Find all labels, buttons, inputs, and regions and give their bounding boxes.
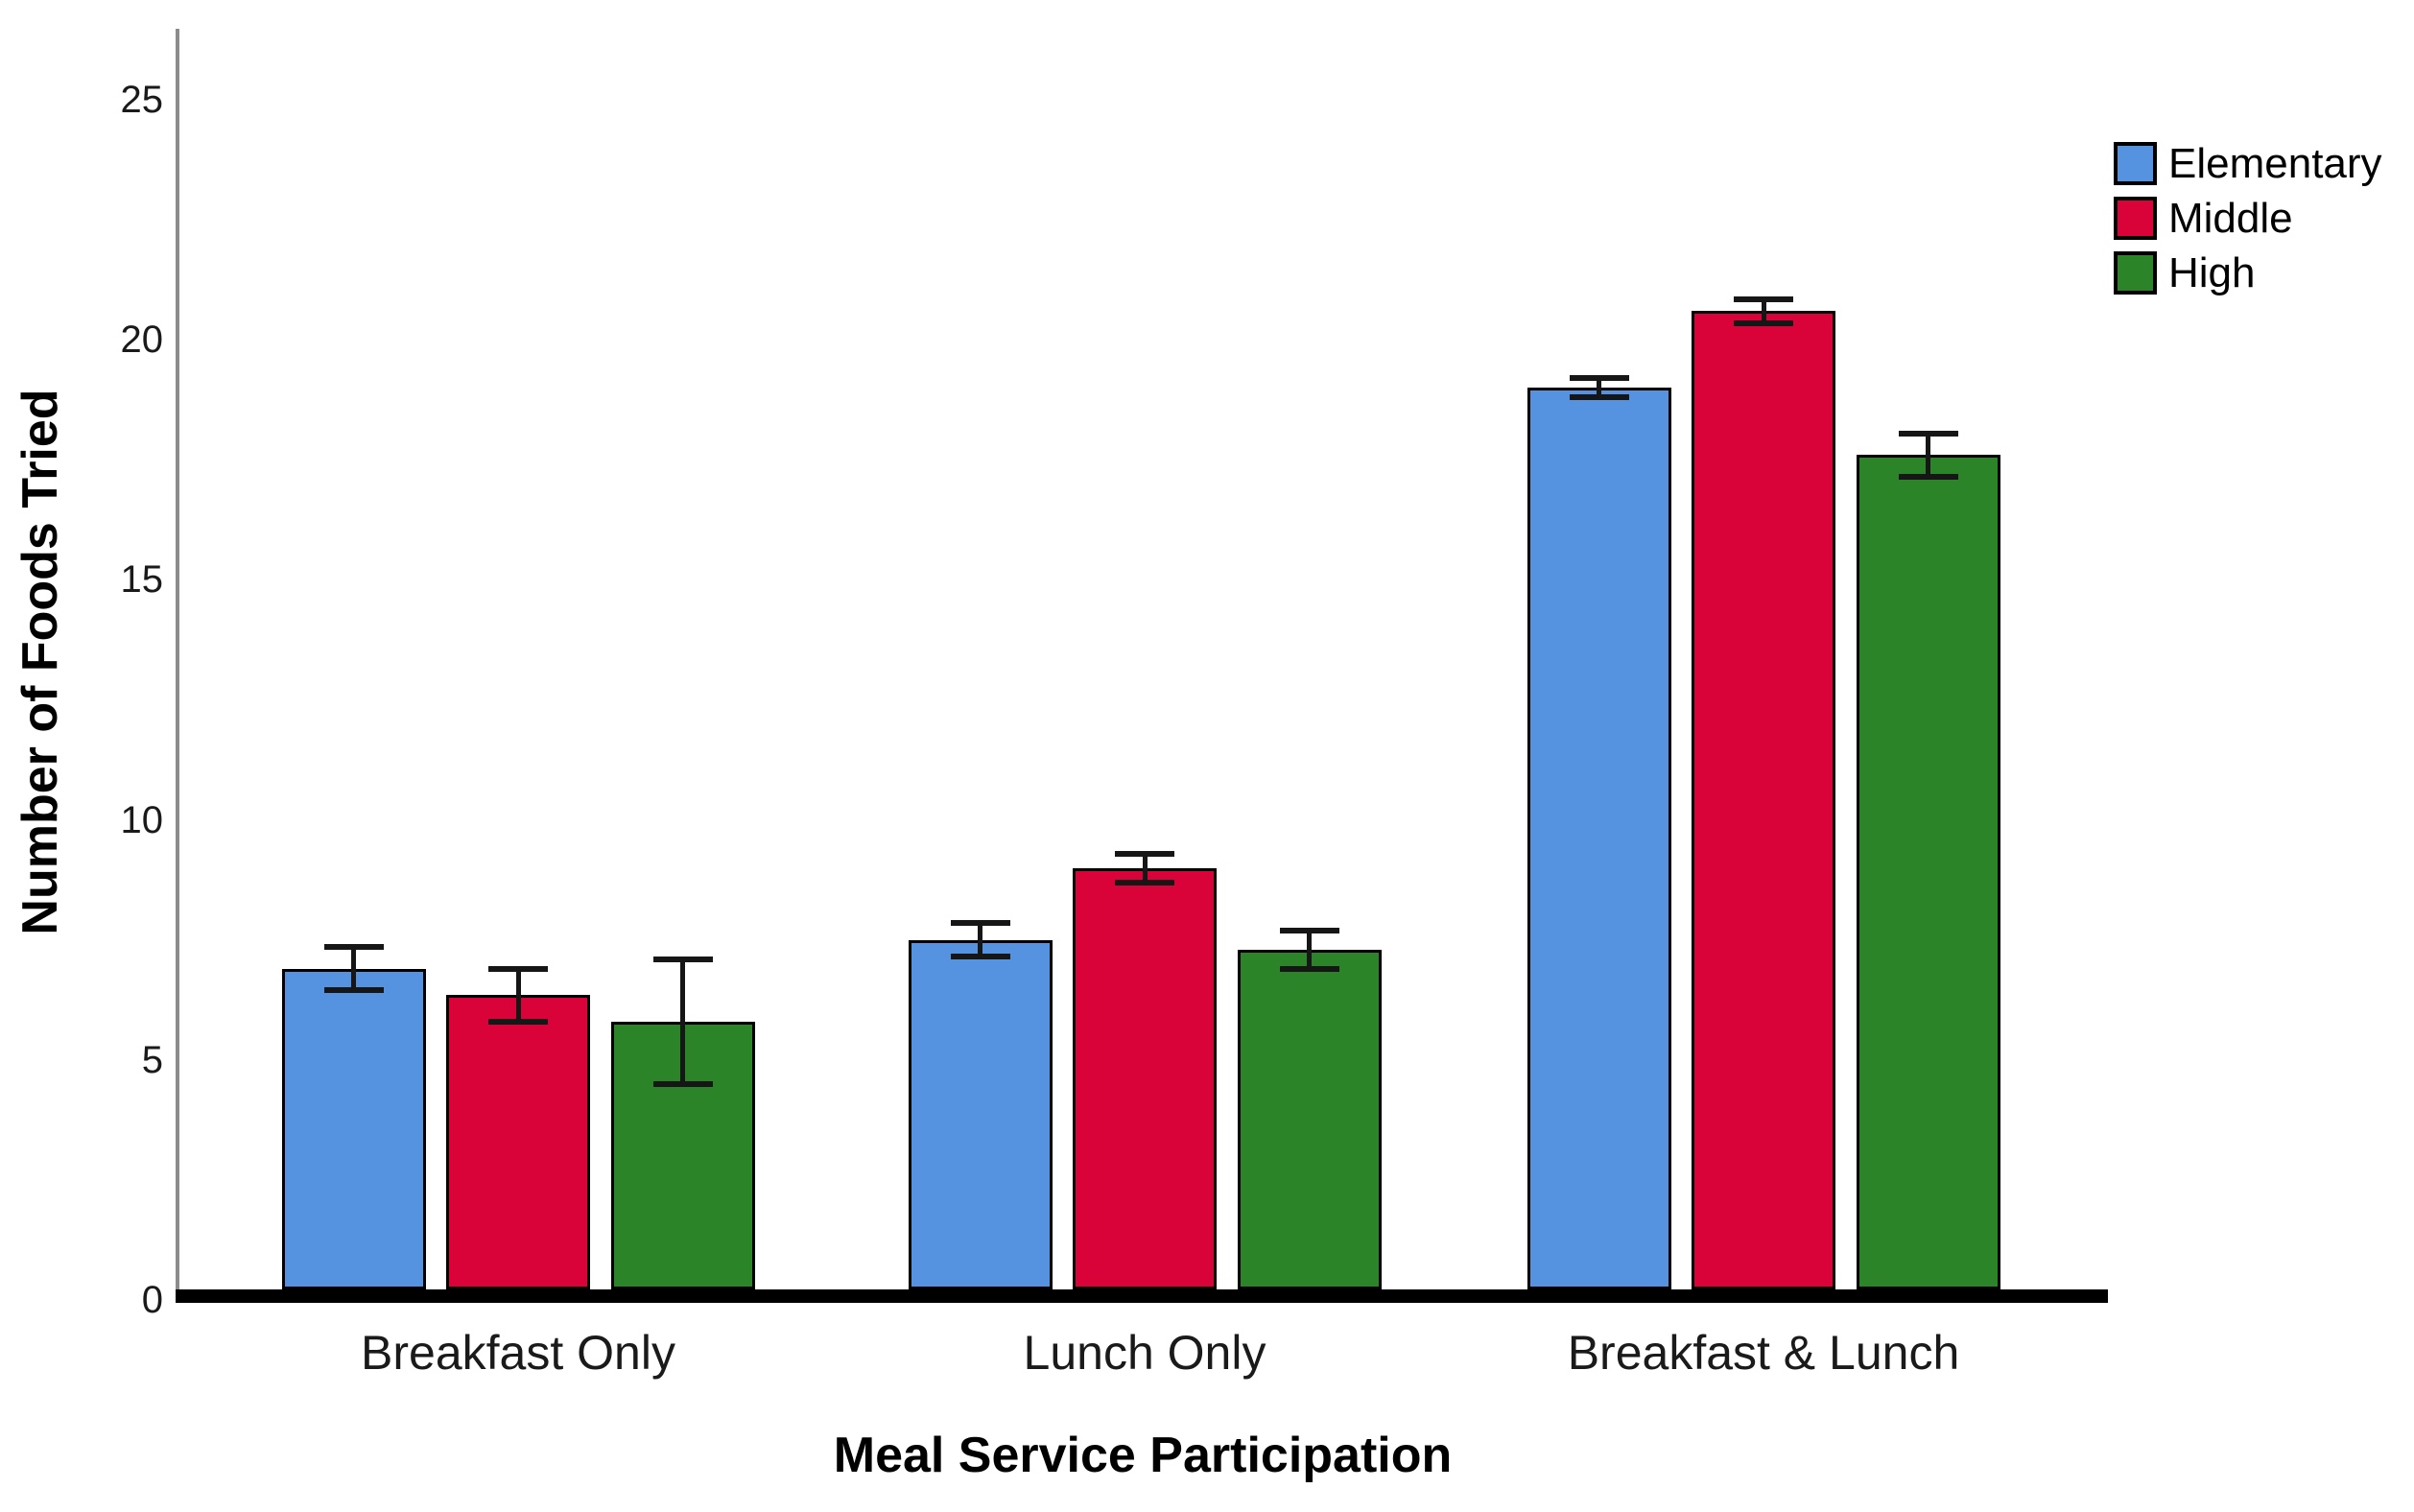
legend-item-high: High: [2114, 251, 2382, 295]
legend-label: High: [2168, 249, 2256, 296]
error-bar-cap: [1279, 927, 1339, 933]
bar-elementary-breakfast-only: [281, 968, 426, 1289]
error-bar-cap: [1569, 375, 1629, 382]
bar-elementary-breakfast-lunch: [1526, 388, 1671, 1289]
error-bar-cap: [488, 965, 548, 972]
y-tick-label: 15: [120, 558, 164, 602]
legend-item-middle: Middle: [2114, 197, 2382, 240]
error-bar-cap: [950, 954, 1010, 960]
bar-high-breakfast-lunch: [1856, 455, 2000, 1289]
x-category-label-breakfast-only: Breakfast Only: [361, 1326, 675, 1380]
error-bar-cap: [323, 987, 384, 994]
error-bar-cap: [1115, 879, 1174, 886]
error-bar-cap: [950, 920, 1010, 927]
y-axis-line: [176, 29, 179, 1289]
error-bar-high-lunch-only: [1307, 930, 1312, 969]
bar-middle-breakfast-lunch: [1692, 311, 1835, 1289]
y-axis-title: Number of Foods Tried: [12, 389, 68, 935]
error-bar-cap: [323, 944, 384, 951]
error-bar-cap: [652, 1080, 713, 1087]
error-bar-cap: [1279, 965, 1339, 972]
error-bar-cap: [1734, 319, 1793, 326]
bar-middle-lunch-only: [1073, 867, 1217, 1289]
x-category-label-breakfast-lunch: Breakfast & Lunch: [1567, 1326, 1960, 1380]
x-axis-line: [176, 1289, 2108, 1303]
bar-elementary-lunch-only: [908, 939, 1053, 1289]
error-bar-cap: [1734, 295, 1793, 302]
error-bar-cap: [652, 956, 713, 962]
y-tick-label: 0: [141, 1279, 163, 1321]
y-tick-label: 25: [120, 79, 164, 121]
legend-item-elementary: Elementary: [2114, 142, 2382, 185]
legend-label: Middle: [2168, 195, 2293, 242]
error-bar-middle-lunch-only: [1142, 853, 1148, 883]
error-bar-cap: [1898, 473, 1958, 480]
y-tick-label: 10: [120, 798, 164, 841]
error-bar-high-breakfast-only: [680, 958, 685, 1084]
error-bar-cap: [1898, 430, 1958, 437]
x-axis-title: Meal Service Participation: [833, 1428, 1453, 1483]
legend-label: Elementary: [2168, 140, 2382, 187]
legend-swatch-icon-high: [2114, 251, 2157, 295]
error-bar-cap: [1115, 850, 1174, 857]
error-bar-middle-breakfast-only: [515, 968, 521, 1022]
bar-middle-breakfast-only: [446, 995, 590, 1289]
error-bar-elementary-breakfast-lunch: [1597, 378, 1601, 398]
error-bar-high-breakfast-lunch: [1926, 433, 1930, 477]
legend: Elementary Middle High: [2114, 142, 2382, 295]
error-bar-cap: [1569, 394, 1629, 401]
error-bar-elementary-breakfast-only: [351, 947, 356, 991]
error-bar-middle-breakfast-lunch: [1761, 298, 1766, 323]
y-tick-label: 20: [120, 319, 164, 362]
x-category-label-lunch-only: Lunch Only: [1023, 1326, 1266, 1380]
error-bar-cap: [488, 1018, 548, 1025]
error-bar-elementary-lunch-only: [978, 923, 982, 957]
y-tick-label: 5: [141, 1038, 163, 1081]
legend-swatch-icon-middle: [2114, 197, 2157, 240]
legend-swatch-icon-elementary: [2114, 142, 2157, 185]
bar-high-lunch-only: [1237, 949, 1382, 1289]
